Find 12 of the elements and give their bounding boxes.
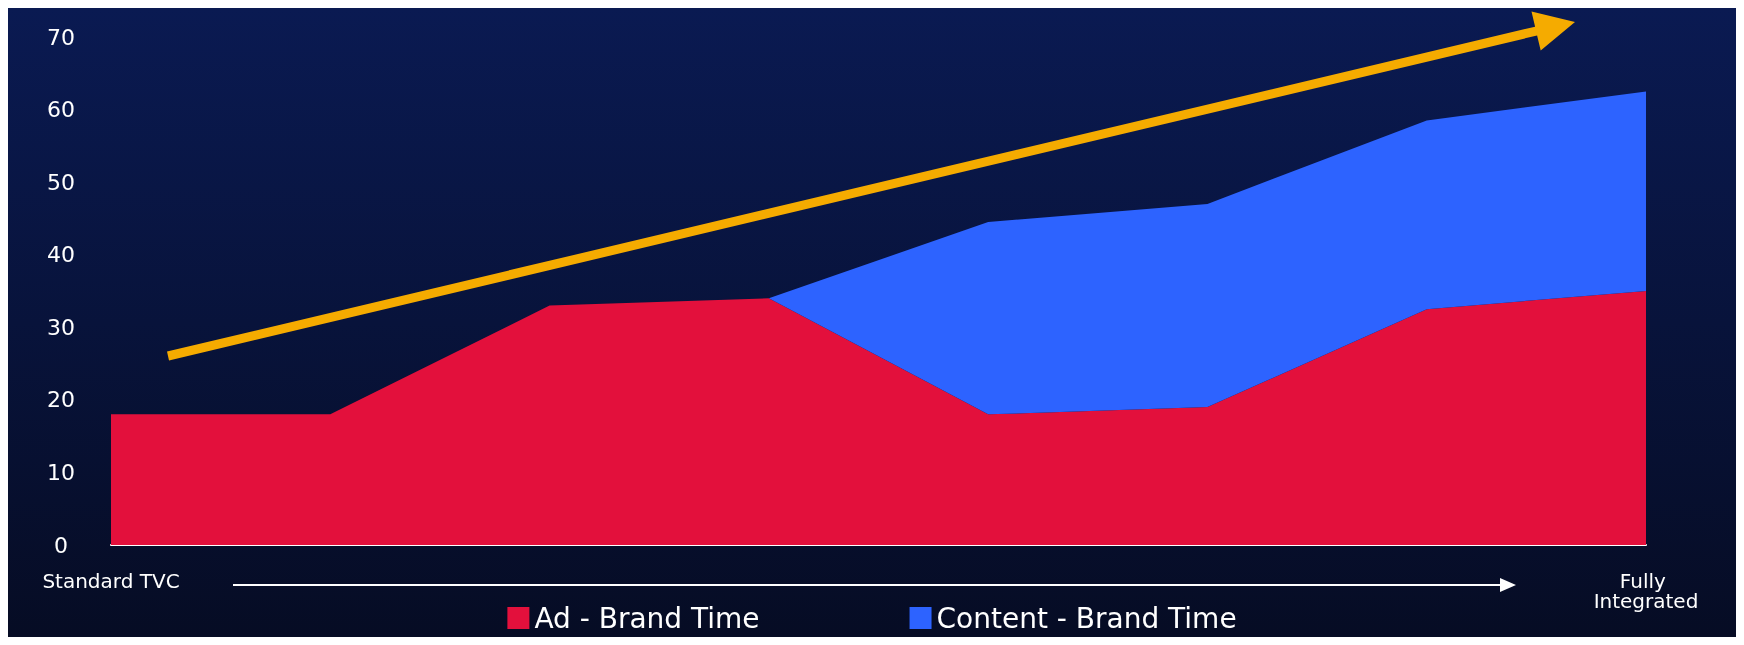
y-tick-label: 70 [47,24,75,50]
y-tick-label: 30 [47,314,75,340]
y-tick-label: 40 [47,242,75,268]
y-tick-label: 20 [47,387,75,413]
y-tick-label: 0 [54,532,68,558]
y-tick-label: 50 [47,169,75,195]
x-tick-label: Standard TVC [42,569,180,593]
legend-label: Content - Brand Time [936,601,1237,635]
legend-label: Ad - Brand Time [534,601,760,635]
y-tick-label: 10 [47,459,75,485]
x-tick-label: Fully Integrated [1593,569,1699,613]
y-tick-label: 60 [47,97,75,123]
